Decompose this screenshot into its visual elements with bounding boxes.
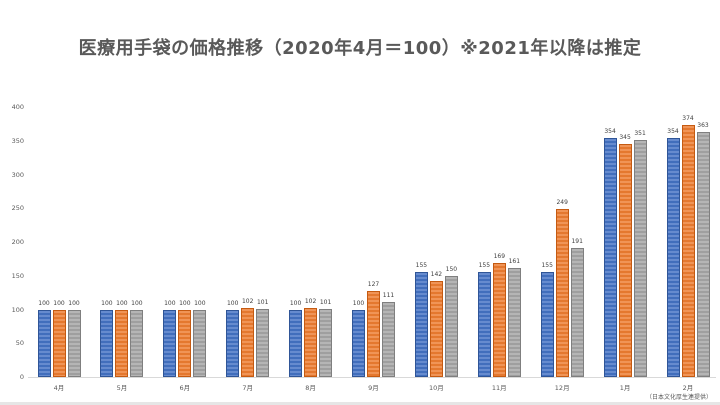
bar-series3 [319,308,333,377]
x-tick-label: 7月 [242,384,253,392]
bar-series3 [507,268,521,377]
bar-series1 [289,309,303,377]
bar-series3 [193,309,207,377]
bar-series3 [382,302,395,377]
bar-series3 [67,309,81,377]
data-label: 102 [304,298,317,306]
bar-series3 [256,308,270,377]
data-label: 100 [352,299,365,307]
data-label: 100 [53,299,65,307]
y-tick-label: 150 [11,271,24,280]
x-axis-line [28,377,716,378]
y-tick-label: 300 [11,170,24,179]
bar-series2 [304,308,318,377]
x-tick-label: 9月 [368,384,379,392]
x-tick-label: 4月 [53,384,65,392]
data-label: 354 [604,128,616,136]
data-label: 345 [619,134,631,142]
data-label: 100 [164,299,176,307]
data-label: 102 [241,298,254,306]
bar-series1 [37,309,51,377]
bar-series1 [477,272,491,377]
data-label: 100 [226,299,239,307]
bar-series1 [226,309,240,377]
bar-series2 [178,309,192,377]
data-label: 100 [131,299,143,307]
x-tick-label: 11月 [491,384,507,392]
bar-series2 [492,262,506,377]
data-label: 155 [478,262,491,270]
data-label: 351 [634,130,646,138]
y-tick-label: 50 [15,339,24,348]
bar-series1 [666,138,680,377]
data-label: 127 [367,281,380,289]
bar-series1 [163,309,177,377]
x-tick-label: 12月 [554,384,570,392]
bar-series2 [429,281,443,377]
footer-band [0,402,720,405]
data-label: 100 [38,299,50,307]
data-label: 155 [415,262,428,270]
data-label: 100 [289,299,302,307]
x-tick-label: 2月 [682,384,694,392]
data-label: 100 [68,299,80,307]
data-label: 100 [101,299,113,307]
x-tick-label: 10月 [429,384,444,392]
bar-series1 [414,272,428,377]
data-label: 101 [319,298,332,306]
bar-series2 [681,124,695,377]
data-label: 249 [556,198,568,206]
bar-series2 [241,308,255,377]
data-label: 142 [430,271,443,279]
x-tick-label: 8月 [305,384,316,392]
y-tick-label: 0 [19,373,24,381]
data-label: 161 [508,258,521,266]
data-label: 363 [697,121,709,129]
bar-series2 [115,309,129,377]
bar-series3 [444,275,458,377]
bar-series2 [555,208,569,377]
data-label: 111 [382,292,395,300]
bar-series3 [570,248,584,377]
data-label: 169 [493,252,506,260]
bar-series2 [52,309,66,377]
data-label: 150 [445,265,458,273]
data-label: 100 [179,299,191,307]
bar-series3 [130,309,144,377]
data-label: 374 [682,114,694,122]
x-tick-label: 5月 [116,384,128,392]
bar-series2 [367,291,380,377]
bar-series1 [540,272,554,377]
x-tick-label: 6月 [179,384,191,392]
bar-series3 [696,131,710,377]
source-note: （日本文化厚生連提供） [645,394,712,401]
y-tick-label: 400 [11,103,24,111]
x-tick-label: 1月 [619,384,631,392]
data-label: 354 [667,128,679,136]
data-label: 191 [571,238,583,246]
y-tick-label: 200 [11,238,24,246]
bar-series1 [352,309,365,377]
bar-series1 [603,138,617,377]
data-label: 155 [541,262,553,270]
bar-series3 [633,140,647,377]
y-tick-label: 250 [11,204,24,213]
data-label: 100 [116,299,128,307]
data-label: 100 [194,299,206,307]
data-label: 101 [256,298,269,306]
chart-title: 医療用手袋の価格推移（2020年4月＝100）※2021年以降は推定 [78,38,642,59]
y-tick-label: 100 [11,305,24,314]
bar-series2 [618,144,632,377]
bar-series1 [100,309,114,377]
y-tick-label: 350 [11,136,24,145]
